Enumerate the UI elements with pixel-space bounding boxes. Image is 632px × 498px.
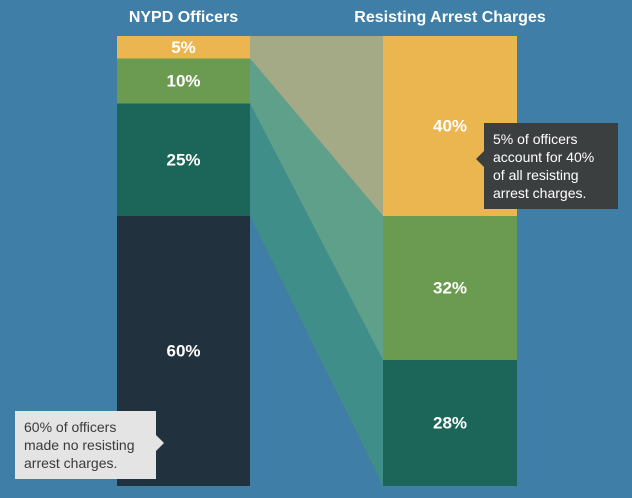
charges-label-32: 32% [433,279,467,298]
officers-label-5: 5% [171,38,196,57]
charges-segment-32 [383,216,517,360]
officers-segment-25 [117,103,250,216]
callout-arrow [156,435,164,451]
officers-label-25: 25% [166,150,200,169]
flow-band-3 [250,103,383,486]
flow-band-2 [250,58,383,360]
callout-top-officers: 5% of officers account for 40% of all re… [476,123,618,209]
charges-label-28: 28% [433,414,467,433]
officers-segment-10 [117,58,250,104]
flow-band-1 [250,36,383,216]
callout-no-charges: 60% of officers made no resisting arrest… [15,411,164,479]
callout-top-officers-text: 5% of officers account for 40% of all re… [493,131,595,201]
callout-no-charges-text: 60% of officers made no resisting arrest… [24,419,135,471]
left-stacked-bar: 5% 10% 25% 60% [117,36,250,486]
officers-label-60: 60% [166,342,200,361]
right-column-title: Resisting Arrest Charges [354,9,546,26]
flow-group [250,36,383,486]
officers-segment-5 [117,36,250,59]
officers-label-10: 10% [166,72,200,91]
left-column-title: NYPD Officers [128,9,239,26]
charges-label-40: 40% [433,117,467,136]
charges-segment-28 [383,360,517,486]
callout-arrow [476,151,484,167]
right-stacked-bar: 40% 32% 28% [383,36,517,486]
